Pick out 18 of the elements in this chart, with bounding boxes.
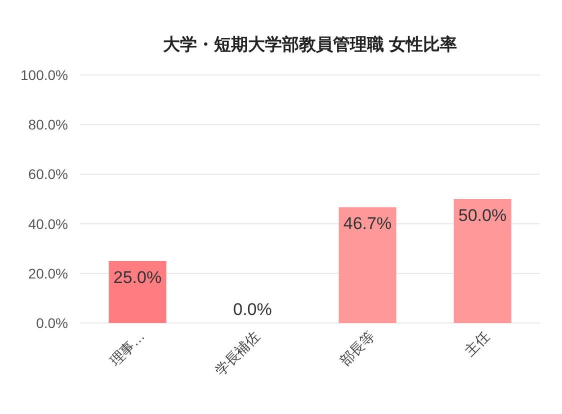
y-tick-label: 100.0%	[20, 67, 68, 83]
data-label: 25.0%	[113, 268, 162, 287]
chart-title: 大学・短期大学部教員管理職 女性比率	[163, 35, 457, 54]
bar	[454, 199, 512, 323]
x-tick-label: 主任	[462, 328, 493, 359]
x-tick-label: 学長補佐	[212, 328, 263, 379]
y-tick-label: 80.0%	[28, 116, 68, 133]
x-tick-label: 部長等	[336, 328, 378, 369]
data-label: 50.0%	[458, 206, 507, 225]
data-label: 46.7%	[343, 214, 392, 234]
y-tick-label: 60.0%	[28, 166, 68, 182]
y-tick-label: 20.0%	[28, 265, 68, 282]
y-tick-label: 0.0%	[36, 315, 68, 331]
bar	[108, 261, 166, 323]
x-tick-label: 理事…	[106, 328, 148, 369]
data-label: 0.0%	[233, 300, 272, 319]
y-tick-label: 40.0%	[28, 216, 68, 232]
bar	[338, 207, 396, 323]
